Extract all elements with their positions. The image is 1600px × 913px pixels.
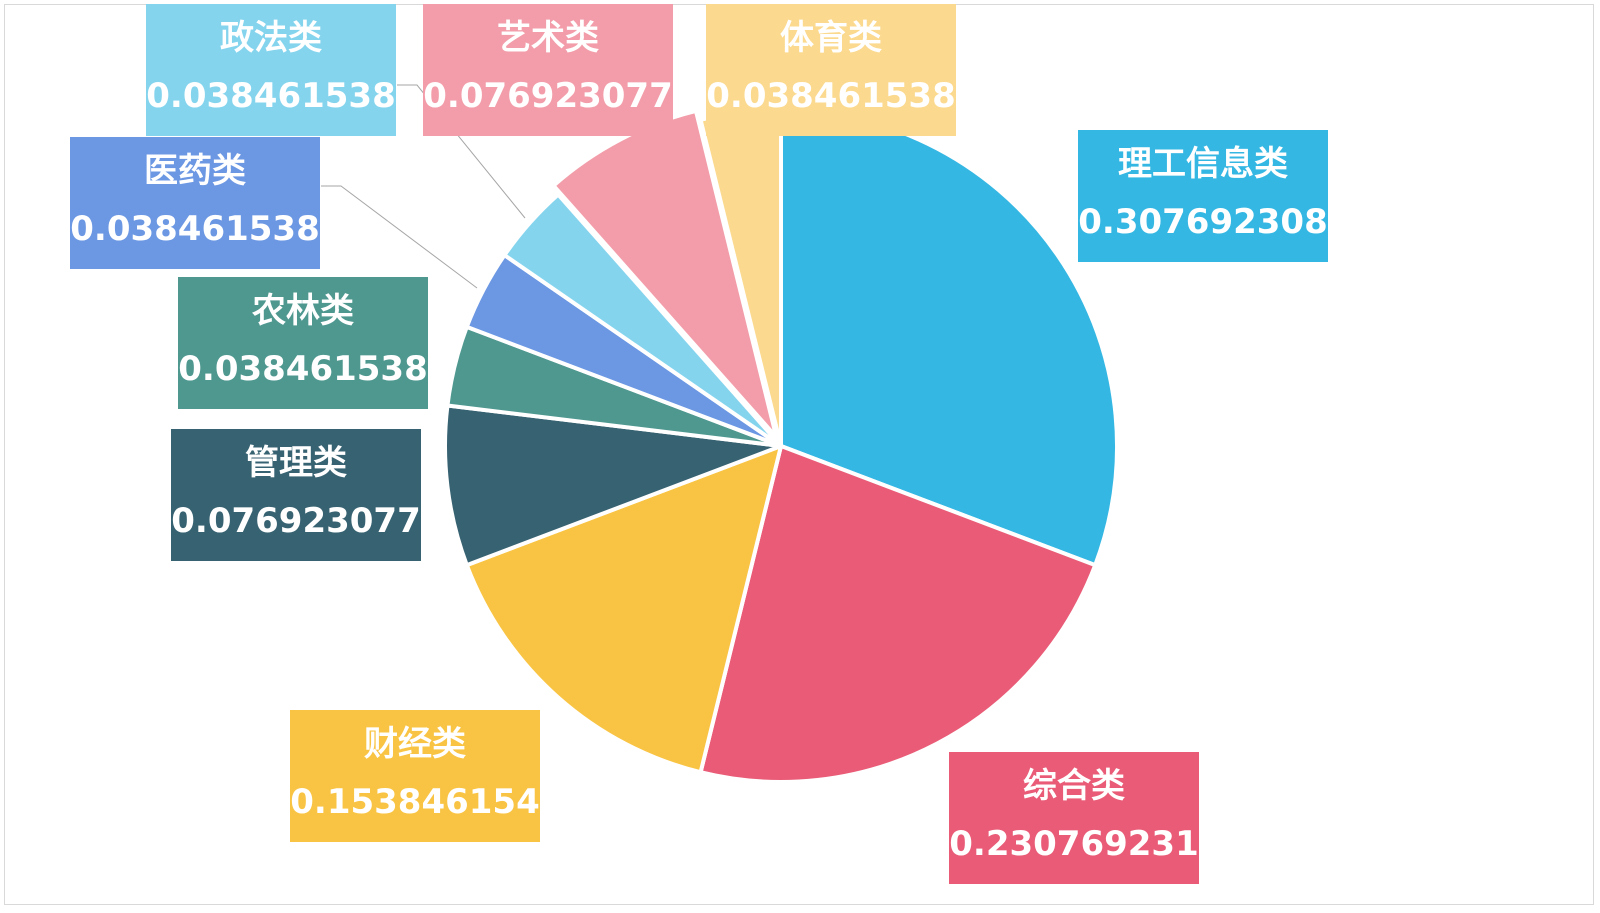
data-label-category: 艺术类 xyxy=(497,18,599,58)
data-label: 农林类 0.038461538 xyxy=(178,277,428,409)
data-label: 综合类 0.230769231 xyxy=(949,752,1199,884)
pie-slice xyxy=(698,444,1098,784)
data-label-value: 0.038461538 xyxy=(706,76,956,116)
data-label-category: 管理类 xyxy=(245,443,347,483)
pie-slice xyxy=(551,108,779,440)
data-label-value: 0.307692308 xyxy=(1078,202,1328,242)
pie-slice xyxy=(502,192,783,448)
data-label-value: 0.076923077 xyxy=(423,76,673,116)
data-label: 医药类 0.038461538 xyxy=(70,137,320,269)
data-label-value: 0.038461538 xyxy=(70,209,320,249)
data-label-category: 理工信息类 xyxy=(1118,144,1288,184)
pie-chart xyxy=(321,84,1120,784)
data-label-value: 0.153846154 xyxy=(290,782,540,822)
data-label-category: 医药类 xyxy=(144,151,246,191)
chart-area xyxy=(4,4,1594,905)
leader-line xyxy=(321,185,478,289)
data-label-value: 0.038461538 xyxy=(146,76,396,116)
data-label-category: 农林类 xyxy=(252,291,354,331)
pie-slice xyxy=(443,403,783,568)
pie-slice xyxy=(464,444,783,775)
data-label: 管理类 0.076923077 xyxy=(171,429,421,561)
data-label: 理工信息类 0.307692308 xyxy=(1078,130,1328,262)
data-label-category: 综合类 xyxy=(1023,766,1125,806)
data-label: 艺术类 0.076923077 xyxy=(423,4,673,136)
data-label: 政法类 0.038461538 xyxy=(146,4,396,136)
leader-line xyxy=(397,84,526,219)
data-label: 财经类 0.153846154 xyxy=(290,710,540,842)
data-label-category: 政法类 xyxy=(220,18,322,58)
data-label: 体育类 0.038461538 xyxy=(706,4,956,136)
data-label-category: 财经类 xyxy=(364,724,466,764)
data-label-value: 0.038461538 xyxy=(178,349,428,389)
data-label-value: 0.076923077 xyxy=(171,501,421,541)
data-label-value: 0.230769231 xyxy=(949,824,1199,864)
data-label-category: 体育类 xyxy=(780,18,882,58)
